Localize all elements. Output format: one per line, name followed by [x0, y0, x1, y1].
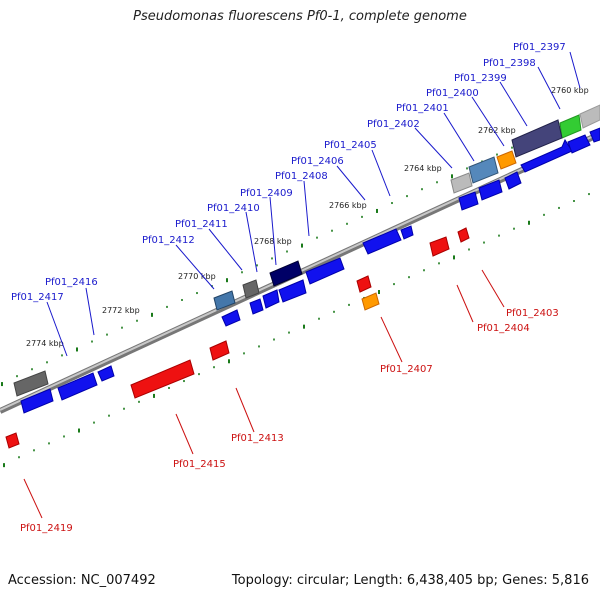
gene-block-2413[interactable]	[209, 340, 230, 361]
gene-label-2400[interactable]: Pf01_2400	[426, 88, 479, 99]
gene-block-2402b[interactable]	[478, 179, 503, 201]
gene-block-2401b[interactable]	[504, 171, 522, 190]
gene-block-2417b[interactable]	[20, 388, 54, 414]
gene-label-2413[interactable]: Pf01_2413	[231, 433, 284, 444]
gene-label-2410[interactable]: Pf01_2410	[207, 203, 260, 214]
gene-block-2407a[interactable]	[356, 275, 372, 293]
gene-block-2403[interactable]	[457, 227, 470, 243]
gene-block-2399[interactable]	[520, 138, 573, 173]
page-title: Pseudomonas fluorescens Pf0-1, complete …	[133, 9, 467, 24]
kbp-labels: 2760 kbp 2762 kbp 2764 kbp 2766 kbp 2768…	[26, 86, 589, 348]
kbp-label-2772: 2772 kbp	[102, 306, 140, 315]
kbp-label-2764: 2764 kbp	[404, 164, 442, 173]
gene-label-2419[interactable]: Pf01_2419	[20, 523, 73, 534]
accession-text: Accession: NC_007492	[8, 573, 156, 588]
gene-block-2401[interactable]	[468, 156, 499, 184]
genome-info-text: Topology: circular; Length: 6,438,405 bp…	[231, 573, 589, 588]
gene-block-2416b[interactable]	[97, 365, 115, 382]
gene-block-2412[interactable]	[213, 290, 236, 311]
forward-genes	[13, 104, 600, 414]
tick-track-reverse	[3, 193, 590, 468]
gene-block-2406[interactable]	[305, 257, 345, 285]
gene-label-2399[interactable]: Pf01_2399	[454, 73, 507, 84]
gene-block-2405[interactable]	[362, 228, 402, 255]
gene-block-2400[interactable]	[496, 150, 517, 170]
gene-block-2399b[interactable]	[567, 134, 591, 154]
gene-label-2401[interactable]: Pf01_2401	[396, 103, 449, 114]
gene-label-2409[interactable]: Pf01_2409	[240, 188, 293, 199]
reverse-gene-labels: Pf01_2403 Pf01_2404 Pf01_2407 Pf01_2413 …	[20, 308, 559, 534]
gene-block-2409[interactable]	[269, 260, 303, 287]
gene-block-2412b[interactable]	[221, 309, 241, 327]
gene-block-2415[interactable]	[130, 359, 195, 399]
gene-block-2402[interactable]	[450, 172, 473, 194]
gene-block-2416[interactable]	[57, 372, 98, 401]
reverse-leaders	[23, 269, 505, 519]
gene-block-2408[interactable]	[278, 279, 307, 303]
gene-label-2405[interactable]: Pf01_2405	[324, 140, 377, 151]
kbp-label-2766: 2766 kbp	[329, 201, 367, 210]
forward-gene-labels: Pf01_2397 Pf01_2398 Pf01_2399 Pf01_2400 …	[11, 42, 566, 303]
kbp-label-2768: 2768 kbp	[254, 237, 292, 246]
gene-block-2410[interactable]	[262, 289, 280, 309]
gene-label-2397[interactable]: Pf01_2397	[513, 42, 566, 53]
gene-label-2407[interactable]: Pf01_2407	[380, 364, 433, 375]
gene-label-2411[interactable]: Pf01_2411	[175, 219, 228, 230]
kbp-label-2770: 2770 kbp	[178, 272, 216, 281]
tick-track-forward	[1, 112, 588, 387]
gene-label-2417[interactable]: Pf01_2417	[11, 292, 64, 303]
gene-block-2411[interactable]	[242, 279, 260, 299]
kbp-label-2774: 2774 kbp	[26, 339, 64, 348]
gene-block-2411b[interactable]	[249, 298, 264, 315]
gene-block-2398[interactable]	[511, 119, 563, 158]
gene-label-2402[interactable]: Pf01_2402	[367, 119, 420, 130]
gene-block-2405b[interactable]	[400, 225, 414, 240]
gene-label-2404[interactable]: Pf01_2404	[477, 323, 530, 334]
gene-block-2397b[interactable]	[579, 104, 600, 129]
gene-label-2415[interactable]: Pf01_2415	[173, 459, 226, 470]
gene-block-2404[interactable]	[429, 236, 450, 257]
forward-leaders	[46, 51, 581, 357]
gene-label-2398[interactable]: Pf01_2398	[483, 58, 536, 69]
kbp-label-2762: 2762 kbp	[478, 126, 516, 135]
gene-label-2416[interactable]: Pf01_2416	[45, 277, 98, 288]
gene-block-2399c[interactable]	[589, 127, 600, 143]
gene-label-2412[interactable]: Pf01_2412	[142, 235, 195, 246]
kbp-label-2760: 2760 kbp	[551, 86, 589, 95]
gene-block-2402c[interactable]	[458, 191, 479, 211]
gene-block-2397[interactable]	[559, 114, 582, 139]
gene-block-2417[interactable]	[13, 370, 49, 397]
gene-label-2408[interactable]: Pf01_2408	[275, 171, 328, 182]
gene-label-2403[interactable]: Pf01_2403	[506, 308, 559, 319]
gene-block-2407[interactable]	[361, 292, 380, 311]
gene-block-2419[interactable]	[5, 432, 20, 449]
reverse-genes	[5, 227, 470, 449]
gene-label-2406[interactable]: Pf01_2406	[291, 156, 344, 167]
